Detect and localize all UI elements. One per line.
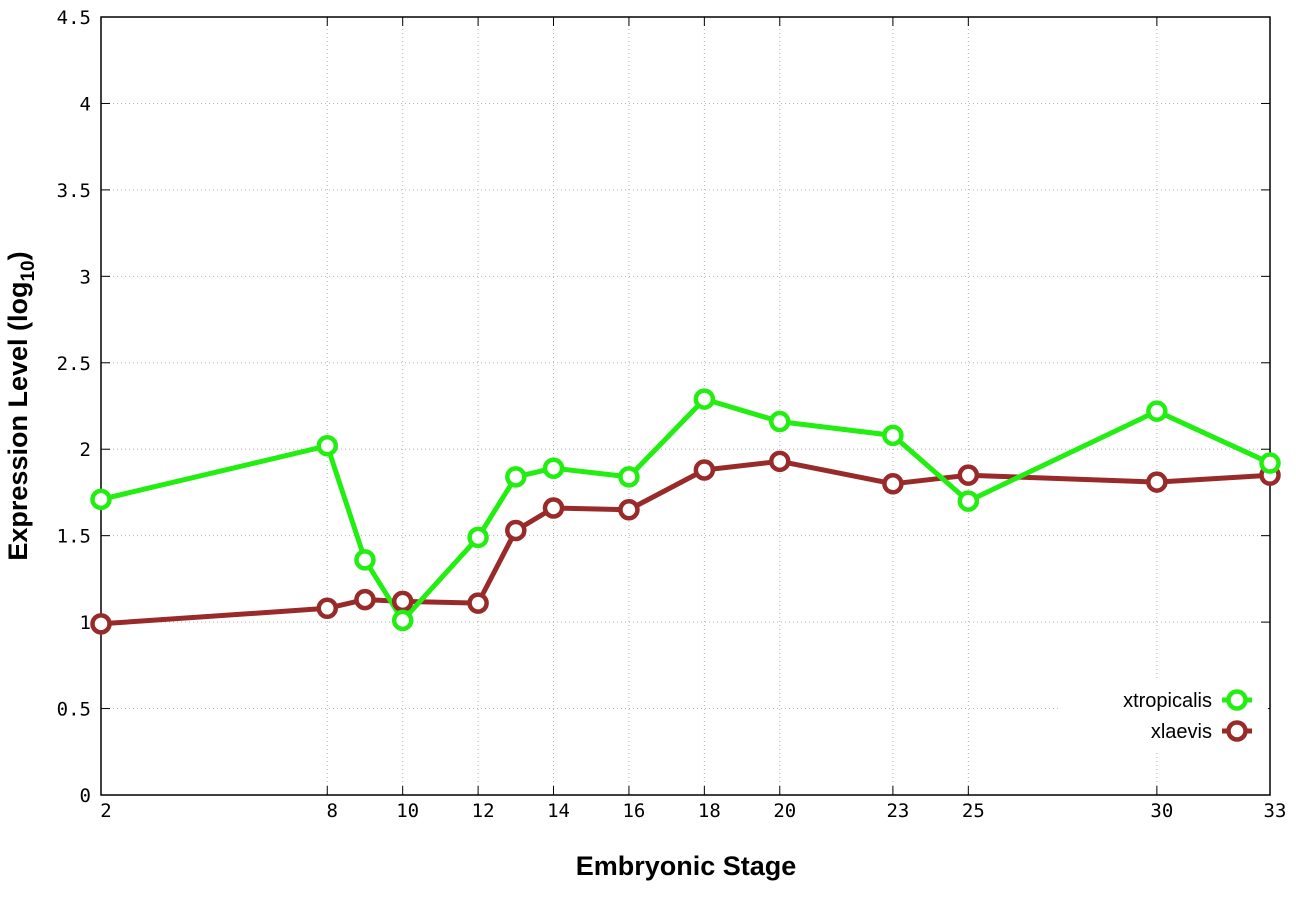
data-point-xlaevis xyxy=(693,459,716,481)
legend-marker-xlaevis xyxy=(1226,720,1248,742)
data-point-xtropicalis xyxy=(1146,400,1168,422)
x-tick-label: 14 xyxy=(547,800,570,822)
series-line-xlaevis xyxy=(100,458,1271,627)
data-point-xtropicalis xyxy=(90,488,112,511)
y-tick-label: 2 xyxy=(80,439,91,461)
y-tick-label: 4 xyxy=(80,93,91,115)
data-point-xlaevis xyxy=(505,519,527,542)
legend-label-xtropicalis: xtropicalis xyxy=(1123,690,1212,712)
x-tick-label: 8 xyxy=(327,800,338,822)
axis-ticks xyxy=(100,16,1271,796)
series-line-xtropicalis xyxy=(100,396,1272,623)
y-axis-title-main: Expression Level (log xyxy=(3,282,33,561)
legend-marker-xtropicalis xyxy=(1226,689,1248,711)
x-tick-label: 18 xyxy=(698,800,721,822)
data-point-xlaevis xyxy=(391,590,414,613)
data-point-xtropicalis xyxy=(957,490,980,512)
data-series xyxy=(90,388,1281,635)
data-point-xlaevis xyxy=(542,497,565,519)
y-axis-title-close: ) xyxy=(3,251,33,260)
legend-label-xlaevis: xlaevis xyxy=(1151,721,1212,743)
data-point-xtropicalis xyxy=(505,466,527,488)
data-point-xlaevis xyxy=(316,597,339,620)
data-point-xtropicalis xyxy=(391,609,414,632)
data-point-xlaevis xyxy=(769,450,791,473)
x-tick-label: 2 xyxy=(100,800,111,822)
data-point-xtropicalis xyxy=(693,388,716,410)
y-axis-title-subscript: 10 xyxy=(18,260,39,281)
grid-lines xyxy=(101,17,1270,795)
x-tick-label: 33 xyxy=(1264,800,1287,822)
legend: xtropicalis xlaevis xyxy=(1123,689,1252,743)
y-tick-label: 4.5 xyxy=(57,7,91,29)
x-tick-label: 30 xyxy=(1150,800,1173,822)
y-tick-label: 2.5 xyxy=(57,353,91,375)
data-point-xlaevis xyxy=(882,473,904,495)
x-axis-tick-labels: 2 8 10 12 14 16 18 20 23 25 30 33 xyxy=(100,800,1286,822)
y-tick-label: 0 xyxy=(80,785,91,807)
data-point-xlaevis xyxy=(957,464,980,486)
y-tick-label: 3 xyxy=(80,266,91,288)
data-point-xtropicalis xyxy=(618,466,640,488)
data-point-xtropicalis xyxy=(316,435,339,457)
data-point-xtropicalis xyxy=(467,526,489,549)
x-tick-label: 20 xyxy=(773,800,796,822)
plot-frame xyxy=(100,16,1271,796)
y-tick-label: 1 xyxy=(80,612,91,634)
data-point-xtropicalis xyxy=(542,457,565,479)
x-tick-label: 16 xyxy=(622,800,645,822)
y-tick-label: 1.5 xyxy=(57,526,91,548)
data-point-xlaevis xyxy=(618,498,640,521)
data-point-xlaevis xyxy=(467,592,489,614)
data-point-xlaevis xyxy=(1146,471,1168,493)
data-point-xtropicalis xyxy=(1259,452,1281,474)
x-tick-label: 10 xyxy=(396,800,419,822)
x-axis-title: Embryonic Stage xyxy=(576,851,797,881)
x-tick-label: 12 xyxy=(472,800,495,822)
data-point-xlaevis xyxy=(354,588,376,611)
x-tick-label: 25 xyxy=(962,800,985,822)
data-point-xtropicalis xyxy=(354,549,376,571)
y-tick-label: 0.5 xyxy=(57,699,91,721)
data-point-xtropicalis xyxy=(882,424,904,447)
x-tick-label: 23 xyxy=(886,800,909,822)
y-axis-tick-labels: 0 0.5 1 1.5 2 2.5 3 3.5 4 4.5 xyxy=(57,7,91,807)
y-axis-title: Expression Level (log10) xyxy=(3,251,39,560)
data-point-xlaevis xyxy=(90,613,112,635)
y-tick-label: 3.5 xyxy=(57,180,91,202)
data-point-xtropicalis xyxy=(769,410,791,433)
